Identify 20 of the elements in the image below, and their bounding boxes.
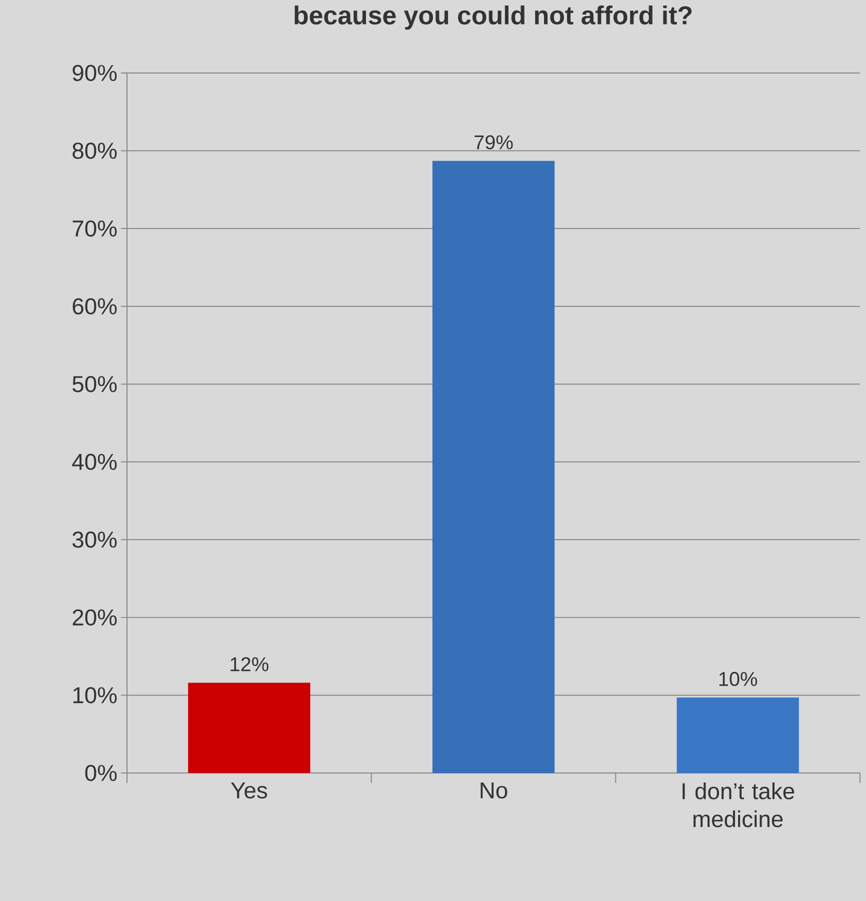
- x-tick-label: No: [480, 782, 508, 798]
- data-label: 12%: [230, 657, 268, 672]
- y-tick-label: 10%: [73, 687, 117, 704]
- y-tick-label: 0%: [85, 764, 117, 782]
- data-label: 10%: [719, 672, 758, 686]
- y-tick-label: 90%: [72, 64, 117, 82]
- bar: [676, 698, 799, 773]
- y-tick-label: 80%: [72, 142, 117, 159]
- bar: [188, 682, 310, 773]
- data-label: 79%: [474, 135, 513, 150]
- bar: [432, 160, 555, 773]
- y-tick-label: 20%: [72, 609, 117, 626]
- y-tick-label: 60%: [72, 298, 117, 314]
- y-tick-label: 70%: [72, 220, 117, 237]
- y-tick-label: 50%: [72, 376, 117, 392]
- x-tick-label: I don’t take medicine: [682, 782, 794, 828]
- x-tick-label: Yes: [230, 782, 268, 798]
- y-tick-label: 40%: [72, 454, 117, 470]
- y-tick-label: 30%: [72, 532, 117, 548]
- chart-title: because you could not afford it?: [294, 6, 692, 30]
